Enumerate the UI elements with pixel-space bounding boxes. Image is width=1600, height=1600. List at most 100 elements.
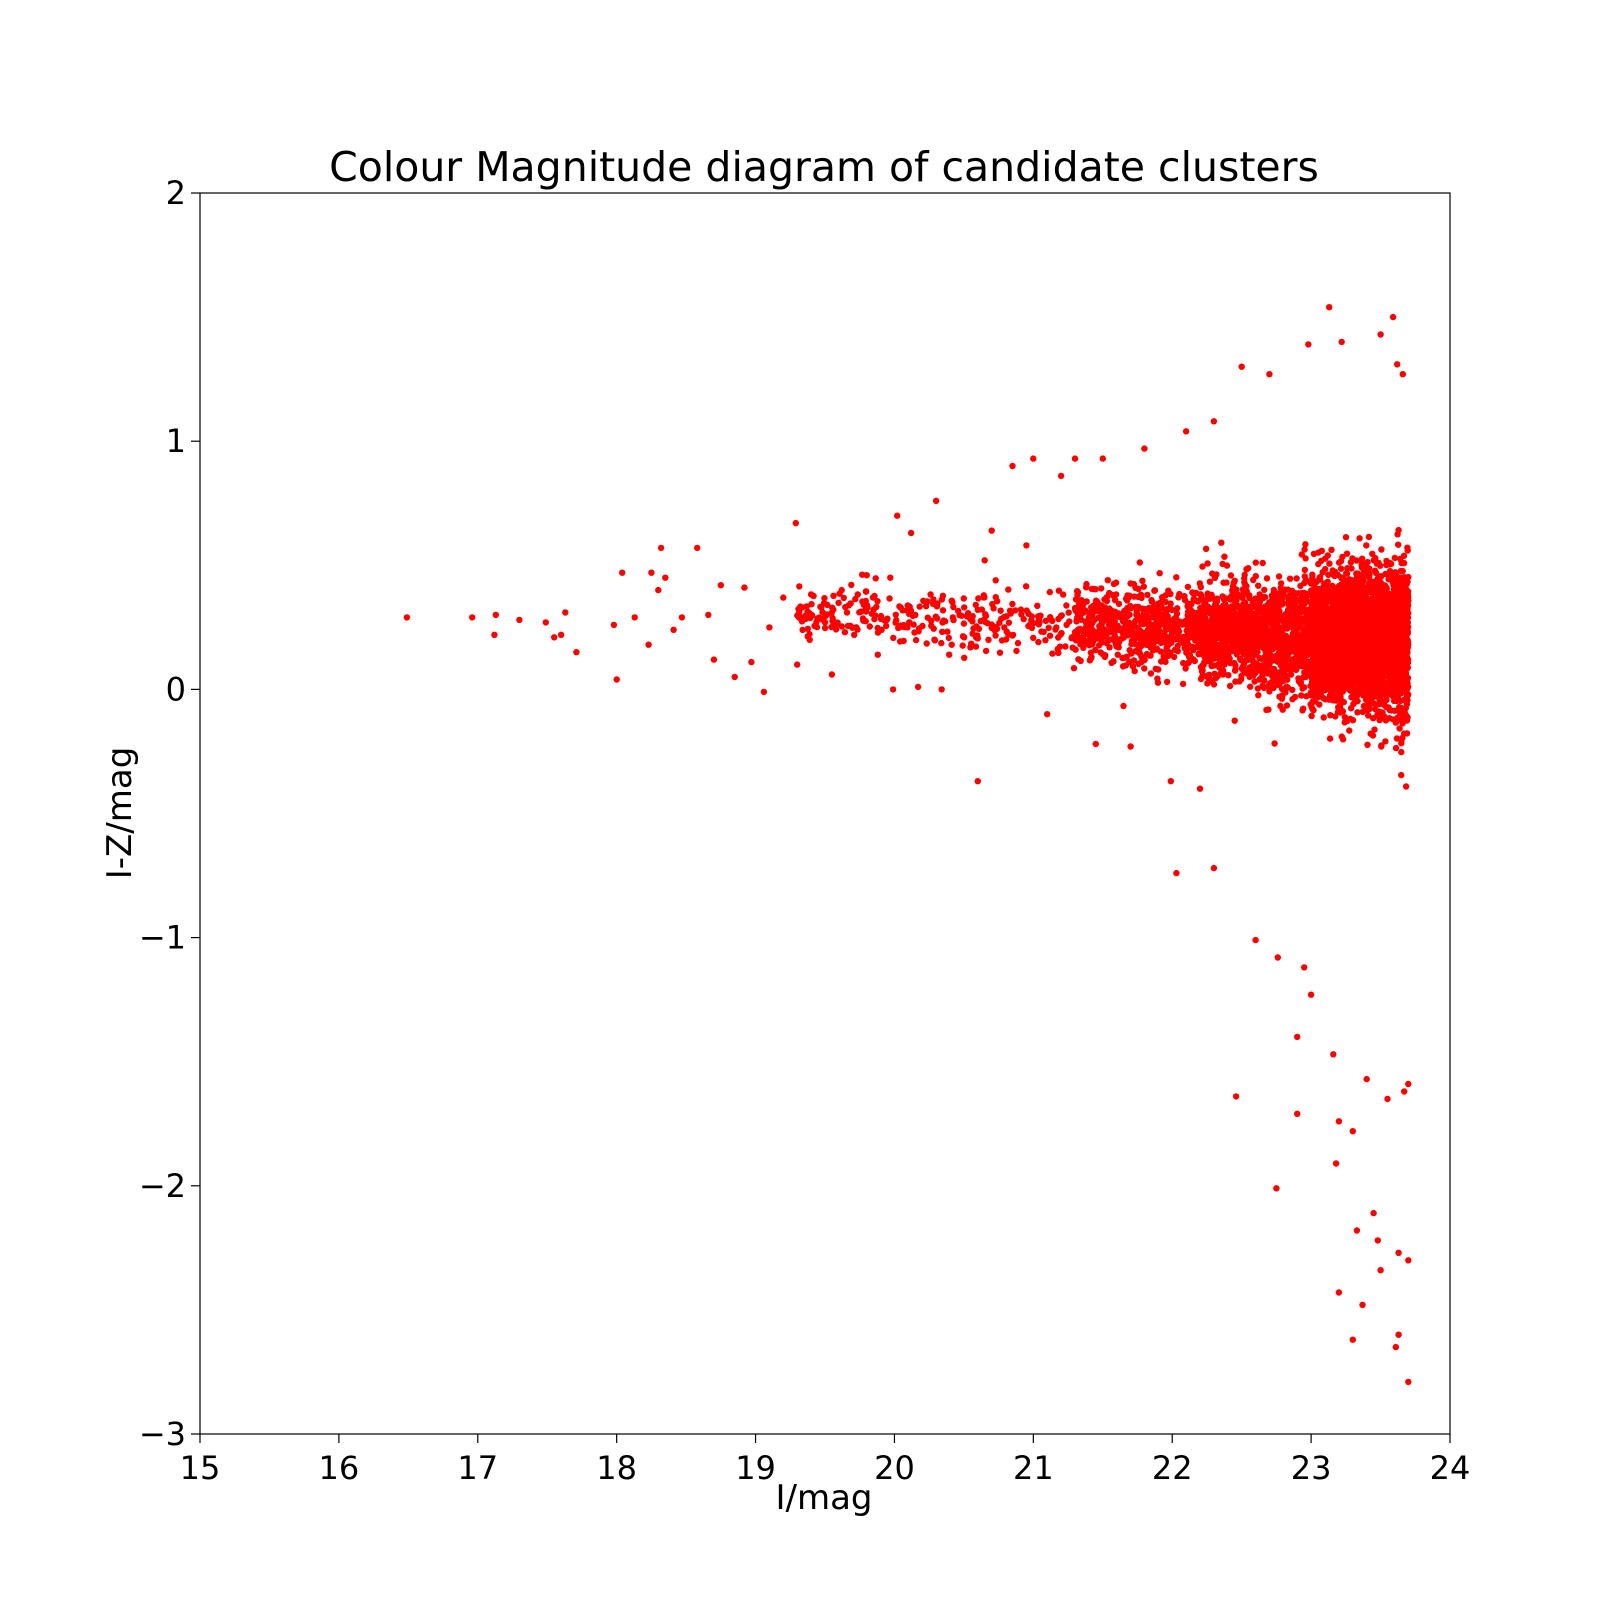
data-point <box>1370 715 1377 722</box>
data-point <box>948 641 955 648</box>
data-point <box>1403 730 1411 737</box>
data-point <box>1379 622 1386 629</box>
data-point <box>717 582 724 589</box>
data-point <box>916 603 923 610</box>
data-point <box>1020 615 1027 623</box>
data-point <box>1403 717 1411 724</box>
data-point <box>1188 614 1196 621</box>
data-point <box>920 597 927 604</box>
data-point <box>645 641 652 648</box>
data-point <box>792 519 799 527</box>
data-point <box>1395 1331 1402 1338</box>
data-point <box>843 609 851 616</box>
data-point <box>1335 1118 1343 1125</box>
data-point <box>1045 624 1052 631</box>
data-point <box>1371 726 1378 733</box>
data-point <box>491 631 498 638</box>
data-point <box>1316 701 1323 708</box>
data-point <box>892 611 899 618</box>
data-point <box>1063 602 1070 609</box>
data-point <box>1355 595 1363 603</box>
data-point <box>1221 553 1228 560</box>
data-point <box>1131 593 1138 600</box>
data-point <box>904 602 911 609</box>
data-point <box>1315 560 1322 568</box>
data-point <box>1404 610 1411 618</box>
data-point <box>1363 1075 1370 1083</box>
data-point <box>1114 651 1122 658</box>
data-point <box>1068 634 1076 641</box>
data-point <box>990 605 997 612</box>
data-point <box>870 606 877 613</box>
data-point <box>1209 612 1216 620</box>
data-point <box>1255 692 1262 699</box>
data-point <box>914 683 922 691</box>
data-point <box>1182 428 1190 435</box>
data-point <box>542 619 549 626</box>
data-point <box>1037 612 1044 619</box>
data-point <box>927 591 934 598</box>
data-point <box>1103 593 1111 601</box>
data-point <box>1404 547 1411 554</box>
data-point <box>961 604 968 611</box>
data-point <box>1279 632 1286 639</box>
data-point <box>866 623 873 630</box>
data-point <box>1328 689 1335 696</box>
data-point <box>1298 692 1305 699</box>
data-point <box>1057 472 1065 480</box>
data-point <box>821 624 829 632</box>
data-point <box>631 614 638 621</box>
data-point <box>1338 733 1346 740</box>
data-point <box>802 615 809 622</box>
data-point <box>1398 748 1405 756</box>
data-point <box>1191 657 1199 665</box>
data-point <box>1139 577 1146 584</box>
data-point <box>1087 655 1095 662</box>
data-point <box>939 607 947 614</box>
data-point <box>1121 654 1128 661</box>
data-point <box>869 594 877 601</box>
data-point <box>980 592 987 599</box>
data-point <box>978 606 986 613</box>
data-point <box>1294 1033 1301 1041</box>
data-point <box>1376 696 1383 703</box>
data-point <box>1185 653 1193 660</box>
data-point <box>1354 570 1362 577</box>
data-point <box>1060 591 1067 598</box>
data-point <box>1056 643 1064 650</box>
data-point <box>1335 1289 1343 1296</box>
data-point <box>1243 566 1250 573</box>
data-point <box>731 673 738 681</box>
data-point <box>1098 617 1106 624</box>
data-point <box>1304 634 1312 642</box>
data-point <box>1339 642 1347 649</box>
data-point <box>1230 610 1237 617</box>
data-point <box>1097 649 1104 656</box>
data-point <box>1238 672 1245 680</box>
data-point <box>1365 533 1373 541</box>
data-point <box>1009 632 1016 639</box>
data-point <box>1210 662 1218 669</box>
data-point <box>1332 713 1339 720</box>
data-point <box>1022 583 1030 590</box>
data-point <box>1055 615 1062 623</box>
data-point <box>1071 604 1079 612</box>
data-point <box>998 615 1005 623</box>
data-point <box>1373 569 1380 577</box>
data-point <box>974 778 981 785</box>
data-point <box>1136 559 1144 566</box>
data-point <box>1088 585 1096 593</box>
data-point <box>1272 678 1280 686</box>
data-point <box>874 651 881 658</box>
data-point <box>959 633 967 640</box>
data-point <box>1231 717 1238 724</box>
data-point <box>1265 706 1272 713</box>
data-point <box>992 632 999 639</box>
data-point <box>469 614 476 621</box>
data-point <box>1369 550 1376 557</box>
data-point <box>1360 571 1368 578</box>
data-point <box>1396 659 1403 666</box>
data-point <box>1108 636 1115 643</box>
data-point <box>835 599 842 606</box>
data-point <box>1337 565 1345 572</box>
